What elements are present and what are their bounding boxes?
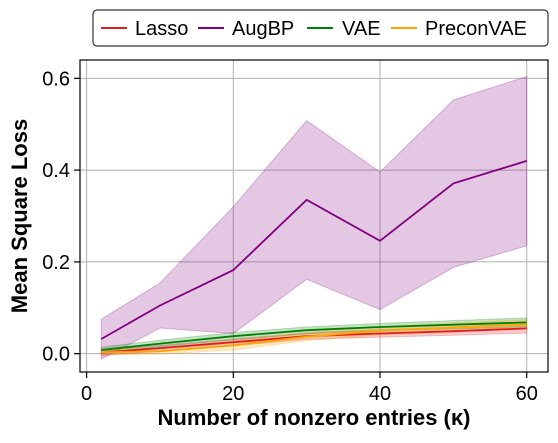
x-tick-label: 60 bbox=[516, 383, 538, 405]
x-tick-label: 0 bbox=[81, 383, 92, 405]
legend-label-lasso: Lasso bbox=[135, 18, 188, 40]
confidence-bands bbox=[100, 75, 528, 361]
x-tick-label: 20 bbox=[222, 383, 244, 405]
y-tick-label: 0.6 bbox=[42, 68, 70, 90]
x-axis-label: Number of nonzero entries (κ) bbox=[158, 405, 471, 430]
legend-label-augbp: AugBP bbox=[232, 18, 294, 40]
plot-frame bbox=[79, 59, 549, 373]
y-tick-labels: 0.0 0.2 0.4 0.6 bbox=[42, 68, 70, 365]
legend-label-preconvae: PreconVAE bbox=[425, 18, 527, 40]
y-tick-label: 0.0 bbox=[42, 344, 70, 366]
line-augbp bbox=[100, 160, 527, 340]
line-preconvae bbox=[101, 323, 527, 354]
y-tick-label: 0.2 bbox=[42, 252, 70, 274]
line-vae bbox=[101, 321, 527, 351]
legend-label-vae: VAE bbox=[342, 18, 381, 40]
grid bbox=[80, 60, 548, 372]
legend: Lasso AugBP VAE PreconVAE bbox=[92, 9, 549, 47]
axis-ticks bbox=[74, 77, 528, 378]
series-lines bbox=[100, 160, 527, 354]
y-tick-label: 0.4 bbox=[42, 160, 70, 182]
x-tick-label: 40 bbox=[369, 383, 391, 405]
x-tick-labels: 0 20 40 60 bbox=[81, 383, 538, 405]
y-axis-label: Mean Square Loss bbox=[7, 119, 32, 313]
band-augbp bbox=[100, 75, 528, 361]
